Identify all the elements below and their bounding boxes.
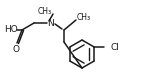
Text: CH₃: CH₃ [38,6,52,15]
Text: Cl: Cl [110,42,119,51]
Text: O: O [13,45,19,54]
Text: CH₃: CH₃ [77,14,91,22]
Text: N: N [48,18,54,28]
Text: HO: HO [4,25,18,35]
